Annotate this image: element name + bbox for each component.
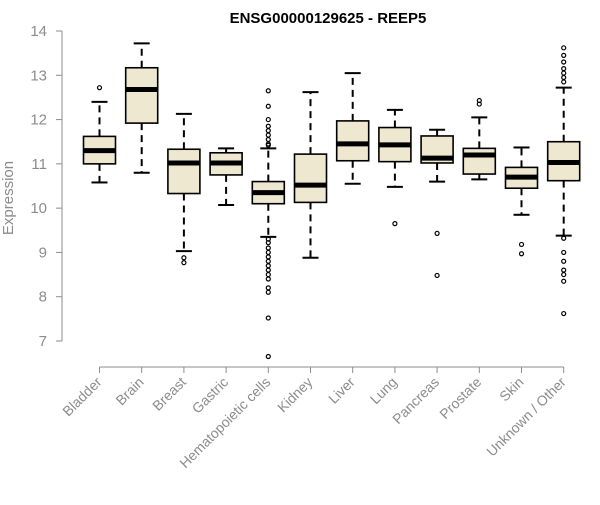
box-7 — [335, 72, 370, 185]
x-tick-label: Bladder — [59, 374, 105, 420]
outlier-point — [476, 101, 482, 107]
outlier-point — [561, 74, 567, 81]
box-3 — [167, 112, 201, 266]
y-tick-label: 10 — [30, 200, 47, 217]
outlier-point — [265, 103, 271, 109]
y-tick-label: 14 — [30, 23, 47, 40]
outlier-point — [392, 221, 398, 227]
box-11 — [504, 146, 539, 257]
outlier-point — [561, 235, 567, 241]
outlier-point — [265, 123, 271, 129]
y-tick-label: 9 — [39, 244, 47, 261]
outlier-point — [96, 85, 103, 91]
outlier-point — [265, 254, 271, 260]
box-body — [462, 147, 497, 175]
x-tick-label: Liver — [325, 374, 358, 407]
plot-area — [82, 42, 581, 360]
outlier-point — [561, 45, 567, 51]
y-tick-label: 11 — [31, 156, 47, 173]
box-body — [335, 120, 370, 162]
outlier-point — [561, 267, 567, 273]
outlier-point — [265, 249, 271, 256]
outlier-point — [434, 272, 440, 279]
outlier-point — [265, 263, 271, 269]
outlier-point — [181, 255, 187, 261]
box-body — [124, 66, 159, 124]
outlier-point — [265, 128, 271, 134]
outlier-point — [265, 258, 271, 264]
outlier-point — [561, 258, 567, 264]
outlier-point — [265, 136, 271, 143]
box-1 — [82, 85, 117, 184]
outlier-point — [518, 251, 525, 257]
box-9 — [420, 128, 454, 279]
outlier-point — [561, 310, 567, 317]
box-2 — [124, 42, 159, 174]
outlier-point — [561, 249, 567, 256]
box-body — [293, 153, 328, 204]
box-6 — [293, 91, 328, 259]
chart-title: ENSG00000129625 - REEP5 — [230, 10, 427, 27]
x-tick-label: Brain — [112, 374, 146, 408]
outlier-point — [561, 52, 567, 58]
x-tick-label: Breast — [149, 374, 189, 414]
x-tick-label: Kidney — [274, 374, 316, 416]
x-tick-label: Prostate — [436, 374, 484, 422]
outlier-point — [265, 285, 271, 291]
box-12 — [546, 45, 581, 317]
outlier-point — [265, 353, 271, 360]
box-4 — [209, 147, 243, 207]
box-10 — [462, 97, 497, 181]
outlier-point — [181, 260, 187, 266]
outlier-point — [561, 70, 567, 76]
outlier-point — [265, 142, 271, 148]
outlier-point — [265, 267, 271, 273]
x-tick-label: Lung — [367, 374, 400, 407]
outlier-point — [561, 271, 567, 278]
y-axis: 7 8 9 10 11 12 13 14 — [30, 23, 63, 350]
box-5 — [251, 88, 286, 360]
x-tick-label: Unknown / Other — [483, 374, 569, 460]
y-tick-label: 13 — [30, 67, 47, 84]
outlier-point — [265, 245, 271, 251]
outlier-point — [561, 278, 567, 284]
outlier-point — [561, 59, 567, 65]
outlier-point — [265, 240, 271, 246]
outlier-point — [265, 271, 271, 278]
box-8 — [378, 108, 412, 227]
outlier-point — [265, 315, 271, 321]
y-axis-title: Expression — [0, 161, 17, 235]
x-tick-label: Pancreas — [389, 374, 442, 427]
x-tick-label: Skin — [496, 374, 527, 405]
outlier-point — [265, 132, 271, 138]
y-tick-label: 12 — [30, 112, 47, 129]
box-body — [167, 148, 201, 195]
outlier-point — [434, 230, 440, 236]
outlier-point — [265, 88, 271, 94]
outlier-point — [518, 241, 525, 248]
y-tick-label: 7 — [39, 333, 47, 350]
outlier-point — [561, 79, 567, 85]
outlier-point — [561, 66, 567, 72]
outlier-point — [265, 116, 271, 123]
outlier-point — [265, 289, 271, 295]
y-tick-label: 8 — [39, 289, 47, 306]
outlier-point — [265, 276, 271, 282]
